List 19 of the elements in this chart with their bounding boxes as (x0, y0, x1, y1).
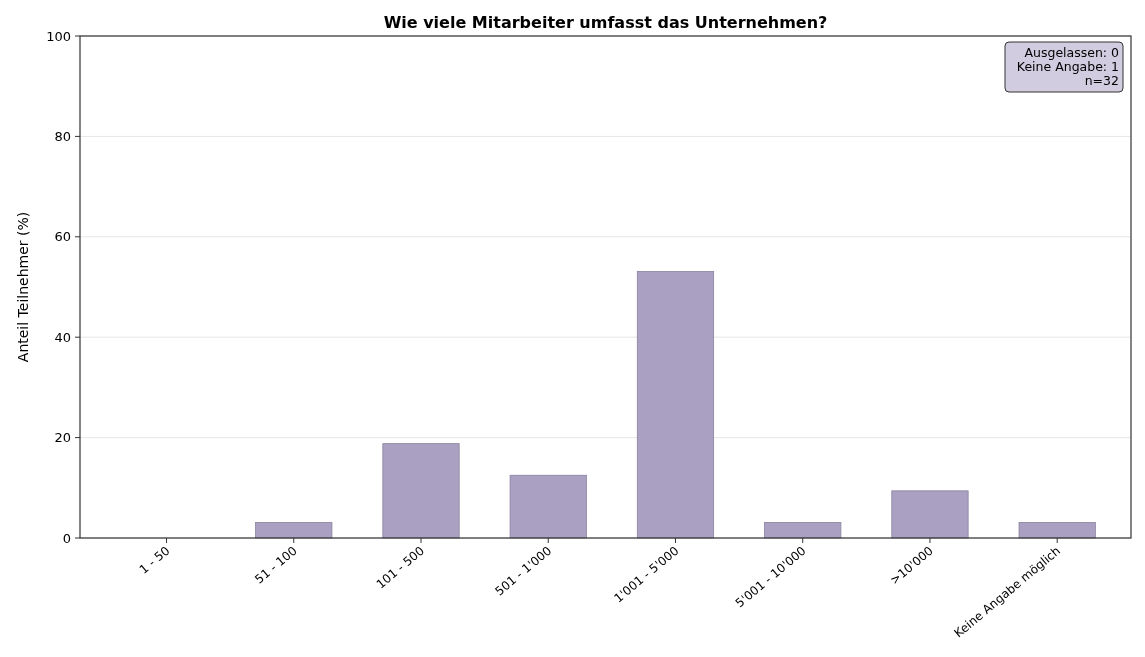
y-tick-label: 20 (54, 430, 71, 446)
x-tick-label: 101 - 500 (373, 543, 427, 592)
x-tick-label: 1 - 50 (136, 543, 173, 577)
bar (764, 522, 842, 539)
y-axis-title: Anteil Teilnehmer (%) (15, 211, 31, 363)
y-tick-label: 0 (62, 530, 71, 546)
annotation: Ausgelassen: 0 Keine Angabe: 1 n=32 (1016, 45, 1120, 88)
y-tick-label: 40 (54, 329, 71, 345)
bar (509, 474, 587, 539)
y-tick-label: 100 (46, 28, 71, 44)
y-tick-label: 80 (54, 128, 71, 144)
x-tick-label: 51 - 100 (252, 543, 300, 587)
y-tick-label: 60 (54, 229, 71, 245)
bar (382, 443, 460, 539)
bar (891, 490, 969, 539)
chart-title: Wie viele Mitarbeiter umfasst das Unternehmen? (383, 13, 828, 32)
bar (255, 522, 333, 539)
bar (1018, 522, 1096, 539)
bar (636, 271, 715, 539)
